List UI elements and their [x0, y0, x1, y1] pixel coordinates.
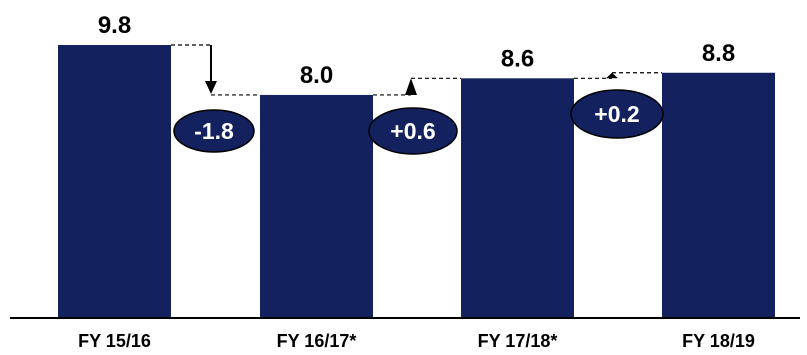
arrow-up-icon [405, 78, 417, 95]
delta-label-1: -1.8 [194, 118, 234, 144]
bar-2 [260, 94, 373, 317]
delta-bubbles-group: -1.8 +0.6 +0.2 [173, 89, 664, 155]
x-tick-label-1: FY 15/16 [78, 331, 151, 351]
arrow-down-icon [205, 80, 217, 94]
delta-label-3: +0.2 [594, 101, 639, 127]
x-tick-label-3: FY 17/18* [478, 331, 558, 351]
x-tick-labels-group: FY 15/16 FY 16/17* FY 17/18* FY 18/19 [78, 331, 755, 351]
connectors-group [171, 44, 662, 96]
bar-value-label-2: 8.0 [300, 62, 333, 89]
arrow-up-icon [606, 72, 618, 79]
bars-group [58, 45, 775, 318]
bar-value-label-4: 8.8 [702, 40, 735, 67]
x-tick-label-2: FY 16/17* [277, 331, 357, 351]
bar-4 [662, 72, 775, 318]
bar-value-label-3: 8.6 [501, 45, 534, 72]
bar-value-label-1: 9.8 [98, 12, 131, 39]
delta-bubble-2 [368, 107, 458, 155]
delta-label-2: +0.6 [390, 118, 435, 144]
delta-bubble-1 [173, 109, 255, 153]
value-labels-group: 9.8 8.0 8.6 8.8 [98, 12, 735, 89]
x-tick-label-4: FY 18/19 [682, 331, 755, 351]
bar-1 [58, 45, 171, 317]
delta-bubble-3 [570, 89, 664, 139]
bar-3 [461, 78, 574, 317]
